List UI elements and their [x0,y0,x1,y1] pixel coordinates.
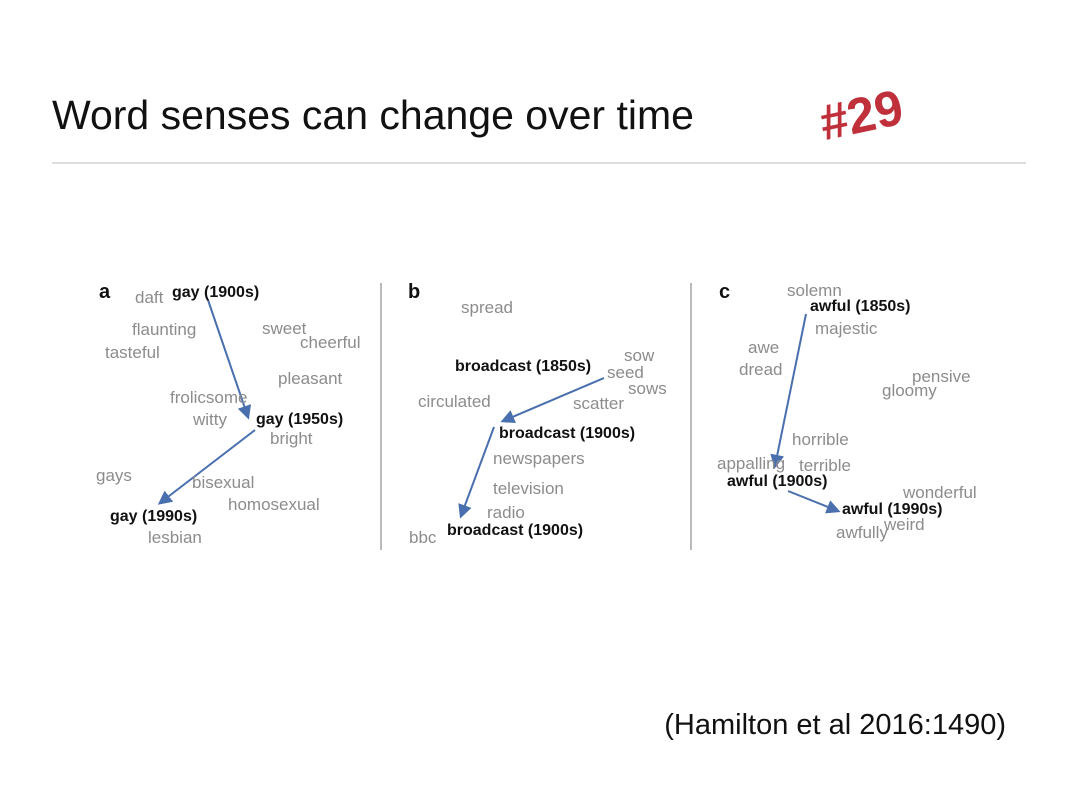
neighbor-word: awfully [836,523,888,542]
neighbor-word: newspapers [493,449,585,468]
badge: #29 [815,79,908,151]
panel-label: c [719,281,730,303]
neighbor-word: frolicsome [170,388,247,407]
arrow [207,299,252,420]
keyword: awful (1990s) [842,501,942,518]
citation: (Hamilton et al 2016:1490) [664,709,1006,741]
neighbor-word: wonderful [902,483,977,502]
neighbor-word: bbc [409,528,437,547]
neighbor-word: sweet [262,319,307,338]
panel-label: a [99,281,111,303]
neighbor-word: weird [883,515,925,534]
neighbor-word: majestic [815,319,878,338]
arrow [770,313,807,469]
neighbor-word: sows [628,379,667,398]
keyword: awful (1900s) [727,473,827,490]
keyword: gay (1990s) [110,508,197,525]
neighbor-word: lesbian [148,528,202,547]
neighbor-word: appalling [717,454,785,473]
neighbor-word: sow [624,346,655,365]
neighbor-word: flaunting [132,320,196,339]
arrow [157,429,256,505]
neighbor-word: terrible [799,456,851,475]
neighbor-word: homosexual [228,495,320,514]
neighbor-word: pleasant [278,369,343,388]
neighbor-word: awe [748,338,779,357]
keyword: broadcast (1900s) [447,522,583,539]
slide-title: Word senses can change over time [52,92,694,138]
neighbor-word: solemn [787,281,842,300]
keyword: gay (1900s) [172,284,259,301]
neighbor-word: bright [270,429,313,448]
keyword: broadcast (1900s) [499,425,635,442]
neighbor-word: radio [487,503,525,522]
neighbor-word: witty [192,410,228,429]
arrow [500,377,605,424]
neighbor-word: pensive [912,367,971,386]
neighbor-word: horrible [792,430,849,449]
neighbor-word: daft [135,288,164,307]
arrow [787,490,841,514]
neighbor-word: scatter [573,394,624,413]
arrows [157,299,841,519]
panel-label: b [408,281,420,303]
neighbor-word: television [493,479,564,498]
neighbor-word: dread [739,360,782,379]
neighbor-word: tasteful [105,343,160,362]
neighbor-word: spread [461,298,513,317]
neighbor-word: gloomy [882,381,937,400]
keyword: gay (1950s) [256,411,343,428]
keyword: broadcast (1850s) [455,358,591,375]
neighbor-word: circulated [418,392,491,411]
neighbor-word: bisexual [192,473,254,492]
keyword: awful (1850s) [810,298,910,315]
neighbor-word: seed [607,363,644,382]
neighbor-word: cheerful [300,333,360,352]
arrow [458,426,495,519]
neighbor-word: gays [96,466,132,485]
